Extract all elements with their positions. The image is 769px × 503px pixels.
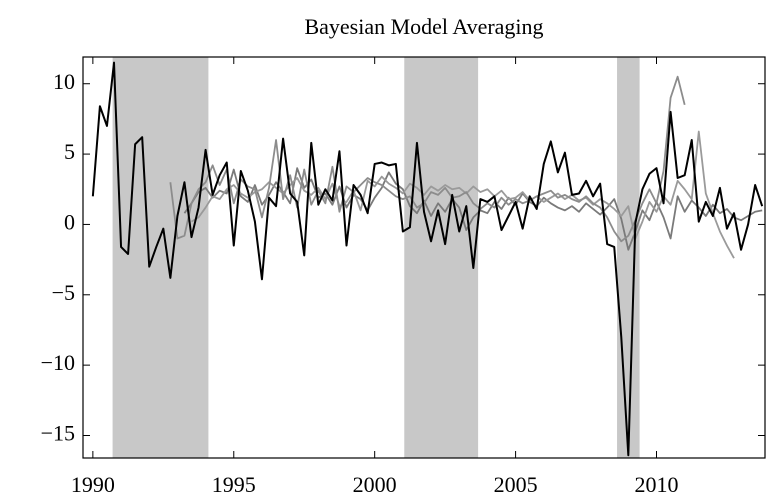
y-tick-label: −15 xyxy=(41,421,75,446)
chart-title: Bayesian Model Averaging xyxy=(304,14,543,39)
series-line xyxy=(169,75,686,243)
y-tick-label: −10 xyxy=(41,350,75,375)
x-tick-label: 1990 xyxy=(71,472,115,497)
plot-frame xyxy=(82,56,766,459)
x-tick-label: 2000 xyxy=(353,472,397,497)
series-line xyxy=(91,61,764,457)
y-tick-label: 10 xyxy=(53,69,75,94)
x-tick-label: 2010 xyxy=(635,472,679,497)
y-tick-label: −5 xyxy=(52,280,75,305)
x-tick-label: 1995 xyxy=(212,472,256,497)
shaded-period xyxy=(617,57,640,458)
x-tick-label: 2005 xyxy=(494,472,538,497)
shaded-period xyxy=(112,57,209,458)
y-tick-label: 5 xyxy=(64,139,75,164)
y-tick-label: 0 xyxy=(64,209,75,234)
shaded-period xyxy=(404,57,479,458)
series-line xyxy=(183,167,763,251)
